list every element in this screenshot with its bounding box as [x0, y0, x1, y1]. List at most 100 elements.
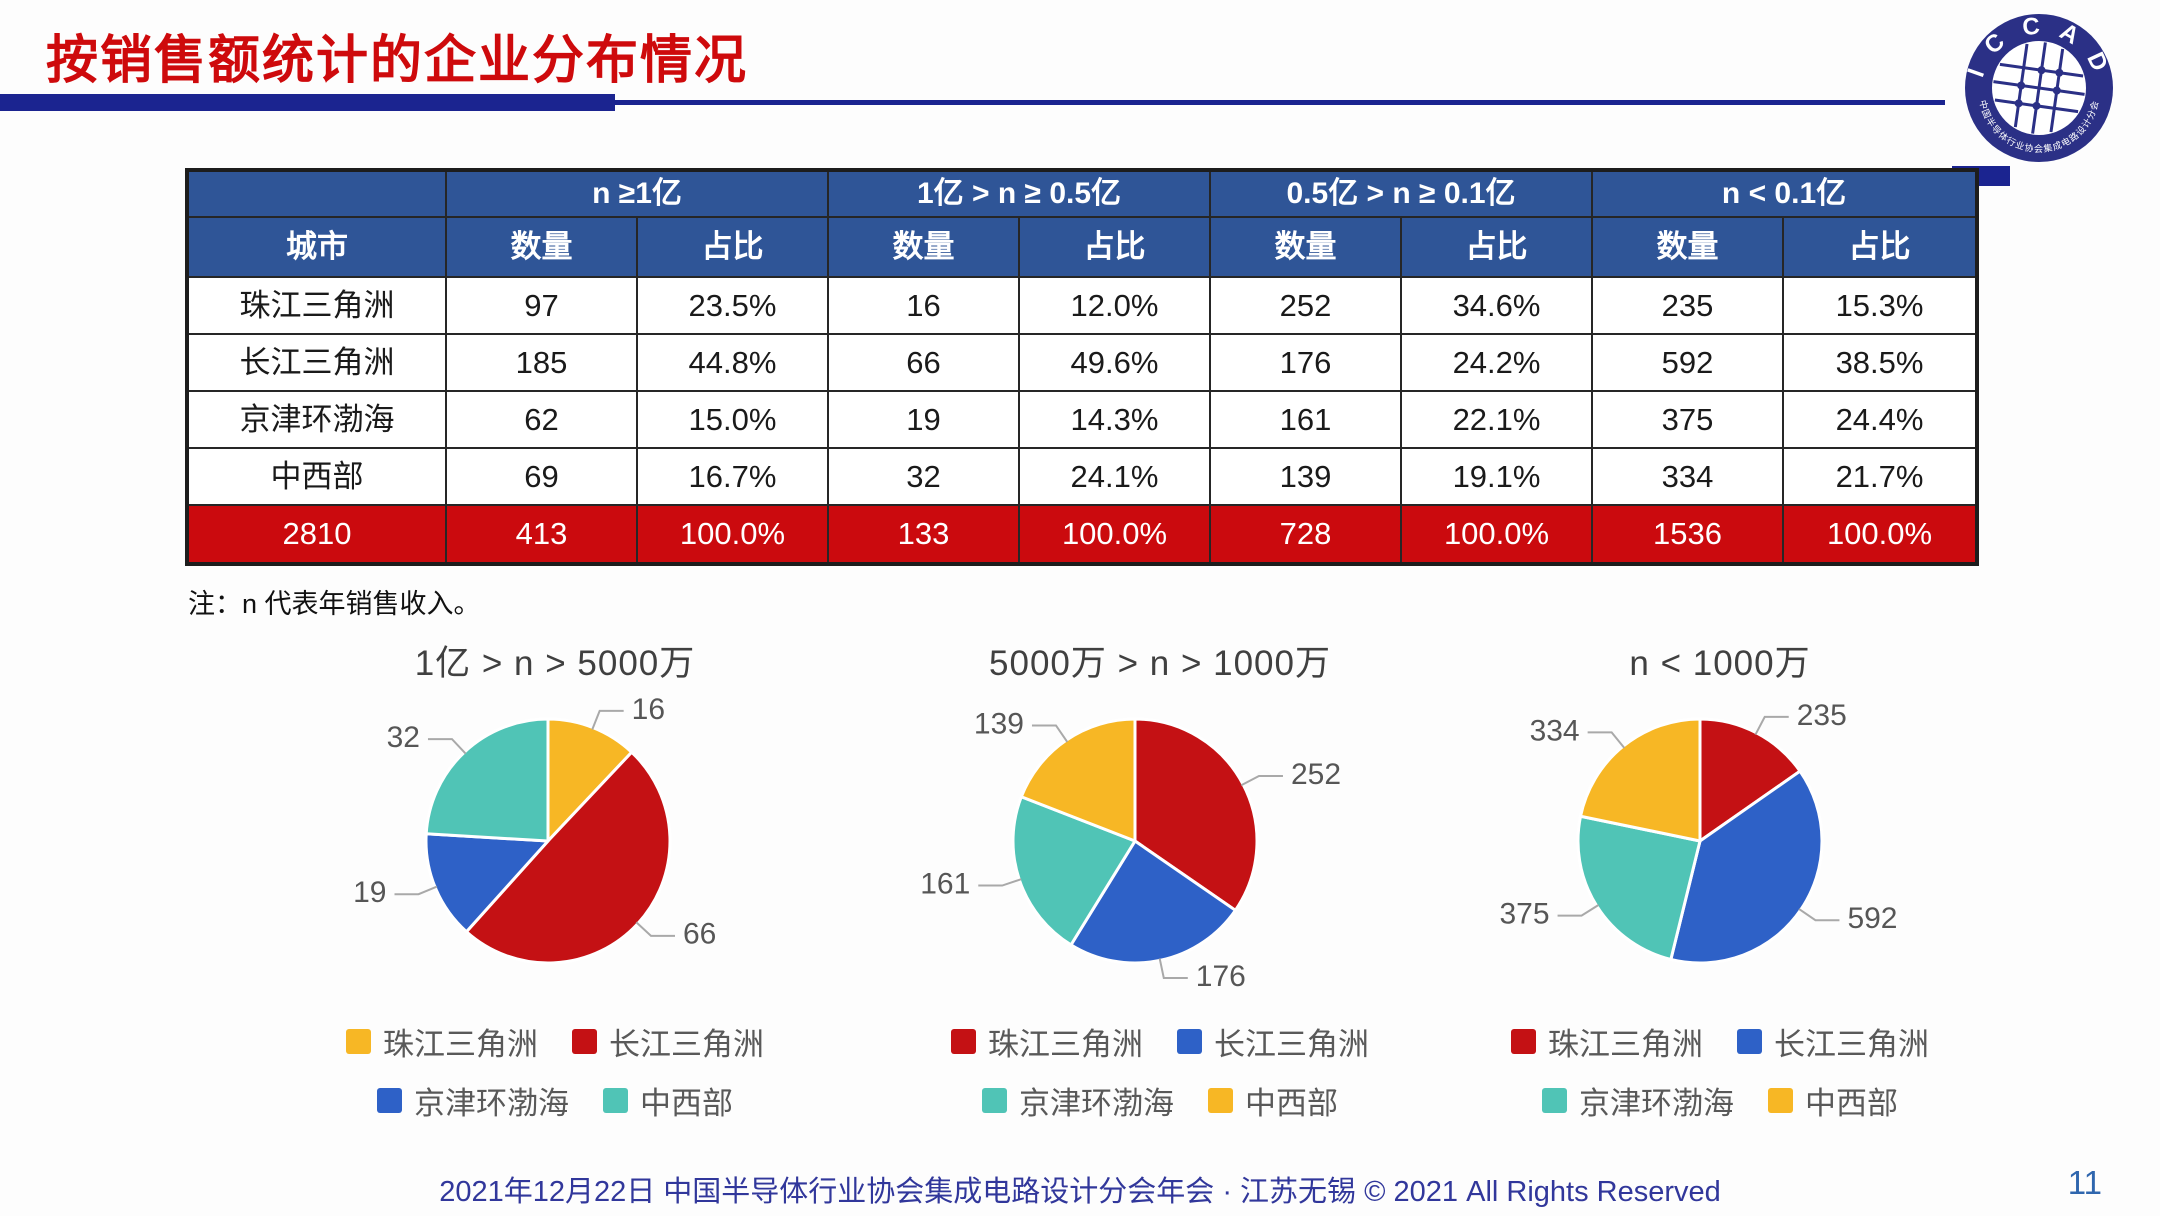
legend-item: 中西部 — [1208, 1078, 1338, 1123]
legend-label: 长江三角洲 — [1214, 1027, 1369, 1062]
legend-label: 京津环渤海 — [1019, 1086, 1174, 1121]
value-cell: 24.1% — [1017, 447, 1212, 506]
value-cell: 375 — [1591, 390, 1785, 449]
pie-value-label: 139 — [974, 707, 1024, 740]
group-header: 0.5亿 > n ≥ 0.1亿 — [1209, 169, 1594, 218]
legend-item: 长江三角洲 — [572, 1019, 764, 1064]
pie-callout-line — [1158, 958, 1188, 980]
total-value-cell: 100.0% — [1017, 504, 1212, 565]
pie-callout-line — [591, 709, 624, 730]
pct-header: 占比 — [1400, 216, 1594, 278]
legend-item: 京津环渤海 — [377, 1078, 569, 1123]
pie-callout-line — [394, 885, 438, 896]
qty-header: 数量 — [445, 216, 638, 278]
legend-item: 京津环渤海 — [982, 1078, 1174, 1123]
value-cell: 12.0% — [1017, 276, 1212, 335]
qty-header: 数量 — [1209, 216, 1403, 278]
value-cell: 21.7% — [1782, 447, 1979, 506]
legend-label: 珠江三角洲 — [988, 1027, 1143, 1062]
legend-item: 珠江三角洲 — [951, 1019, 1143, 1064]
value-cell: 24.4% — [1782, 390, 1979, 449]
value-cell: 19.1% — [1400, 447, 1594, 506]
pie-legend-2: 珠江三角洲 长江三角洲 京津环渤海 中西部 — [900, 1019, 1420, 1123]
value-cell: 161 — [1209, 390, 1403, 449]
value-cell: 22.1% — [1400, 390, 1594, 449]
table-row: 长江三角洲 185 44.8% 66 49.6% 176 24.2% 592 3… — [186, 333, 1979, 392]
value-cell: 32 — [827, 447, 1020, 506]
pie-value-label: 375 — [1500, 898, 1550, 931]
value-cell: 38.5% — [1782, 333, 1979, 392]
pie-value-label: 252 — [1291, 758, 1341, 791]
pie-legend-3: 珠江三角洲 长江三角洲 京津环渤海 中西部 — [1460, 1019, 1980, 1123]
pie-value-label: 176 — [1196, 960, 1246, 993]
qty-header: 数量 — [827, 216, 1020, 278]
legend-swatch — [951, 1029, 976, 1054]
city-cell: 京津环渤海 — [186, 390, 447, 449]
iccad-logo-icon: I C C A D 中国半导体行业协会集成电路设计分会 — [1963, 12, 2113, 162]
pie-value-label: 334 — [1530, 714, 1580, 747]
pie-value-label: 161 — [920, 867, 970, 900]
legend-swatch — [1737, 1029, 1762, 1054]
pie-value-label: 66 — [683, 918, 716, 951]
pie-chart-block-2: 5000万 > n > 1000万 252 176 161 139 珠江三角洲 长江三… — [900, 635, 1420, 1123]
value-cell: 44.8% — [636, 333, 829, 392]
total-value-cell: 133 — [827, 504, 1020, 565]
footer-text: 2021年12月22日 中国半导体行业协会集成电路设计分会年会 · 江苏无锡 ©… — [439, 1176, 1721, 1208]
total-value-cell: 413 — [445, 504, 638, 565]
legend-label: 中西部 — [640, 1086, 733, 1121]
pie-slice — [424, 717, 550, 843]
pct-header: 占比 — [1017, 216, 1212, 278]
pie-callout-line — [1587, 731, 1626, 749]
value-cell: 14.3% — [1017, 390, 1212, 449]
title-underline-thick — [0, 94, 615, 111]
title-underline-thin — [615, 100, 1945, 105]
city-cell: 珠江三角洲 — [186, 276, 447, 335]
value-cell: 15.3% — [1782, 276, 1979, 335]
legend-swatch — [1208, 1088, 1233, 1113]
legend-item: 中西部 — [603, 1078, 733, 1123]
legend-swatch — [346, 1029, 371, 1054]
legend-item: 中西部 — [1768, 1078, 1898, 1123]
pie-callout-line — [635, 921, 676, 937]
pie-callout-line — [1754, 715, 1789, 736]
pie-chart-2: 252 176 161 139 — [920, 707, 1341, 993]
total-value-cell: 100.0% — [1782, 504, 1979, 565]
table-row: 珠江三角洲 97 23.5% 16 12.0% 252 34.6% 235 15… — [186, 276, 1979, 335]
legend-label: 珠江三角洲 — [1548, 1027, 1703, 1062]
pie-chart-block-1: 1亿 > n > 5000万 16 66 19 32 珠江三角洲 长江三角洲 京津环渤… — [295, 635, 815, 1123]
value-cell: 62 — [445, 390, 638, 449]
legend-swatch — [1511, 1029, 1536, 1054]
pie-callout-line — [1798, 908, 1840, 922]
value-cell: 235 — [1591, 276, 1785, 335]
legend-swatch — [1542, 1088, 1567, 1113]
value-cell: 139 — [1209, 447, 1403, 506]
value-cell: 15.0% — [636, 390, 829, 449]
value-cell: 97 — [445, 276, 638, 335]
table-row: 中西部 69 16.7% 32 24.1% 139 19.1% 334 21.7… — [186, 447, 1979, 506]
legend-label: 长江三角洲 — [1774, 1027, 1929, 1062]
pie-value-label: 16 — [632, 693, 665, 726]
legend-swatch — [603, 1088, 628, 1113]
legend-swatch — [377, 1088, 402, 1113]
pie-callout-line — [978, 878, 1022, 887]
group-header: n < 0.1亿 — [1591, 169, 1979, 218]
value-cell: 66 — [827, 333, 1020, 392]
pie-chart-title: n < 1000万 — [1629, 644, 1811, 683]
group-header: 1亿 > n ≥ 0.5亿 — [826, 169, 1212, 218]
value-cell: 334 — [1591, 447, 1785, 506]
value-cell: 19 — [827, 390, 1020, 449]
city-cell: 中西部 — [186, 447, 447, 506]
legend-swatch — [1768, 1088, 1793, 1113]
legend-label: 中西部 — [1245, 1086, 1338, 1121]
table-row: 京津环渤海 62 15.0% 19 14.3% 161 22.1% 375 24… — [186, 390, 1979, 449]
page-title: 按销售额统计的企业分布情况 — [46, 32, 749, 90]
group-header: n ≥1亿 — [445, 169, 829, 218]
legend-label: 京津环渤海 — [414, 1086, 569, 1121]
page-number: 11 — [2067, 1164, 2102, 1201]
pie-chart-title: 5000万 > n > 1000万 — [989, 644, 1331, 683]
pie-callout-line — [427, 738, 467, 755]
pie-chart-title: 1亿 > n > 5000万 — [414, 644, 696, 683]
pie-chart-3: 235 592 375 334 — [1500, 699, 1898, 965]
value-cell: 16.7% — [636, 447, 829, 506]
